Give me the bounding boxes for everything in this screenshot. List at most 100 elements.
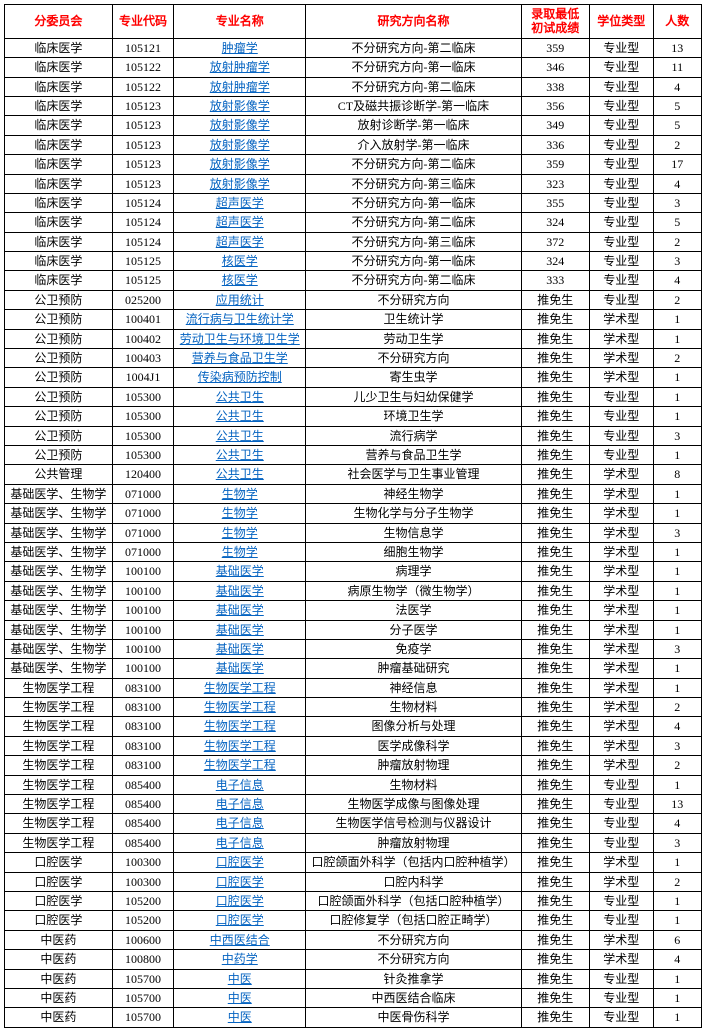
- major-link[interactable]: 生物学: [222, 545, 258, 559]
- table-row: 临床医学105124超声医学不分研究方向-第三临床372专业型2: [5, 232, 702, 251]
- major-link[interactable]: 核医学: [222, 254, 258, 268]
- cell-0: 公卫预防: [5, 387, 113, 406]
- major-link[interactable]: 电子信息: [216, 778, 264, 792]
- major-link[interactable]: 口腔医学: [216, 913, 264, 927]
- cell-4: 推免生: [521, 310, 589, 329]
- cell-3: 医学成像科学: [306, 736, 521, 755]
- cell-5: 学术型: [589, 853, 653, 872]
- table-row: 口腔医学105200口腔医学口腔颌面外科学（包括口腔种植学）推免生专业型1: [5, 891, 702, 910]
- major-link[interactable]: 生物学: [222, 526, 258, 540]
- cell-6: 1: [653, 368, 701, 387]
- major-link[interactable]: 劳动卫生与环境卫生学: [180, 332, 300, 346]
- cell-3: 神经生物学: [306, 484, 521, 503]
- major-link[interactable]: 应用统计: [216, 293, 264, 307]
- major-link[interactable]: 基础医学: [216, 603, 264, 617]
- major-link[interactable]: 口腔医学: [216, 875, 264, 889]
- major-link[interactable]: 放射影像学: [210, 177, 270, 191]
- major-link[interactable]: 公共卫生: [216, 409, 264, 423]
- cell-5: 专业型: [589, 155, 653, 174]
- cell-1: 100300: [112, 853, 174, 872]
- major-link[interactable]: 电子信息: [216, 797, 264, 811]
- cell-2: 生物医学工程: [174, 736, 306, 755]
- major-link[interactable]: 流行病与卫生统计学: [186, 312, 294, 326]
- cell-4: 推免生: [521, 678, 589, 697]
- major-link[interactable]: 公共卫生: [216, 467, 264, 481]
- major-link[interactable]: 生物医学工程: [204, 739, 276, 753]
- cell-3: 中西医结合临床: [306, 988, 521, 1007]
- major-link[interactable]: 放射肿瘤学: [210, 80, 270, 94]
- major-link[interactable]: 放射影像学: [210, 118, 270, 132]
- major-link[interactable]: 电子信息: [216, 816, 264, 830]
- cell-0: 生物医学工程: [5, 795, 113, 814]
- cell-0: 基础医学、生物学: [5, 581, 113, 600]
- table-row: 公卫预防100403营养与食品卫生学不分研究方向推免生学术型2: [5, 349, 702, 368]
- cell-1: 085400: [112, 814, 174, 833]
- major-link[interactable]: 生物医学工程: [204, 700, 276, 714]
- cell-1: 100100: [112, 562, 174, 581]
- cell-4: 推免生: [521, 872, 589, 891]
- major-link[interactable]: 口腔医学: [216, 894, 264, 908]
- cell-4: 推免生: [521, 717, 589, 736]
- cell-1: 105123: [112, 155, 174, 174]
- table-row: 临床医学105124超声医学不分研究方向-第一临床355专业型3: [5, 193, 702, 212]
- major-link[interactable]: 中医: [228, 972, 252, 986]
- cell-5: 专业型: [589, 1008, 653, 1027]
- cell-6: 1: [653, 484, 701, 503]
- major-link[interactable]: 基础医学: [216, 642, 264, 656]
- major-link[interactable]: 超声医学: [216, 196, 264, 210]
- cell-0: 生物医学工程: [5, 814, 113, 833]
- major-link[interactable]: 口腔医学: [216, 855, 264, 869]
- cell-3: 营养与食品卫生学: [306, 445, 521, 464]
- major-link[interactable]: 生物医学工程: [204, 758, 276, 772]
- cell-6: 3: [653, 523, 701, 542]
- major-link[interactable]: 生物医学工程: [204, 681, 276, 695]
- cell-0: 生物医学工程: [5, 717, 113, 736]
- table-row: 口腔医学100300口腔医学口腔内科学推免生学术型2: [5, 872, 702, 891]
- cell-5: 专业型: [589, 426, 653, 445]
- cell-3: 不分研究方向-第一临床: [306, 58, 521, 77]
- major-link[interactable]: 超声医学: [216, 215, 264, 229]
- major-link[interactable]: 公共卫生: [216, 448, 264, 462]
- cell-5: 学术型: [589, 504, 653, 523]
- major-link[interactable]: 核医学: [222, 273, 258, 287]
- cell-2: 基础医学: [174, 562, 306, 581]
- major-link[interactable]: 中西医结合: [210, 933, 270, 947]
- cell-4: 336: [521, 135, 589, 154]
- major-link[interactable]: 生物学: [222, 487, 258, 501]
- cell-0: 生物医学工程: [5, 756, 113, 775]
- major-link[interactable]: 基础医学: [216, 564, 264, 578]
- major-link[interactable]: 传染病预防控制: [198, 370, 282, 384]
- major-link[interactable]: 肿瘤学: [222, 41, 258, 55]
- major-link[interactable]: 基础医学: [216, 661, 264, 675]
- cell-5: 专业型: [589, 445, 653, 464]
- major-link[interactable]: 中医: [228, 991, 252, 1005]
- cell-5: 学术型: [589, 349, 653, 368]
- cell-3: 不分研究方向: [306, 950, 521, 969]
- major-link[interactable]: 营养与食品卫生学: [192, 351, 288, 365]
- table-row: 中医药100600中西医结合不分研究方向推免生学术型6: [5, 930, 702, 949]
- major-link[interactable]: 放射影像学: [210, 99, 270, 113]
- major-link[interactable]: 生物医学工程: [204, 719, 276, 733]
- cell-0: 基础医学、生物学: [5, 620, 113, 639]
- cell-4: 324: [521, 252, 589, 271]
- cell-0: 生物医学工程: [5, 833, 113, 852]
- cell-1: 1004J1: [112, 368, 174, 387]
- major-link[interactable]: 放射肿瘤学: [210, 60, 270, 74]
- cell-0: 生物医学工程: [5, 698, 113, 717]
- major-link[interactable]: 中医: [228, 1010, 252, 1024]
- cell-5: 学术型: [589, 581, 653, 600]
- cell-0: 口腔医学: [5, 891, 113, 910]
- major-link[interactable]: 中药学: [222, 952, 258, 966]
- major-link[interactable]: 公共卫生: [216, 429, 264, 443]
- cell-2: 超声医学: [174, 232, 306, 251]
- major-link[interactable]: 超声医学: [216, 235, 264, 249]
- major-link[interactable]: 电子信息: [216, 836, 264, 850]
- major-link[interactable]: 放射影像学: [210, 138, 270, 152]
- major-link[interactable]: 公共卫生: [216, 390, 264, 404]
- major-link[interactable]: 基础医学: [216, 623, 264, 637]
- major-link[interactable]: 生物学: [222, 506, 258, 520]
- cell-5: 专业型: [589, 77, 653, 96]
- cell-0: 生物医学工程: [5, 775, 113, 794]
- major-link[interactable]: 放射影像学: [210, 157, 270, 171]
- major-link[interactable]: 基础医学: [216, 584, 264, 598]
